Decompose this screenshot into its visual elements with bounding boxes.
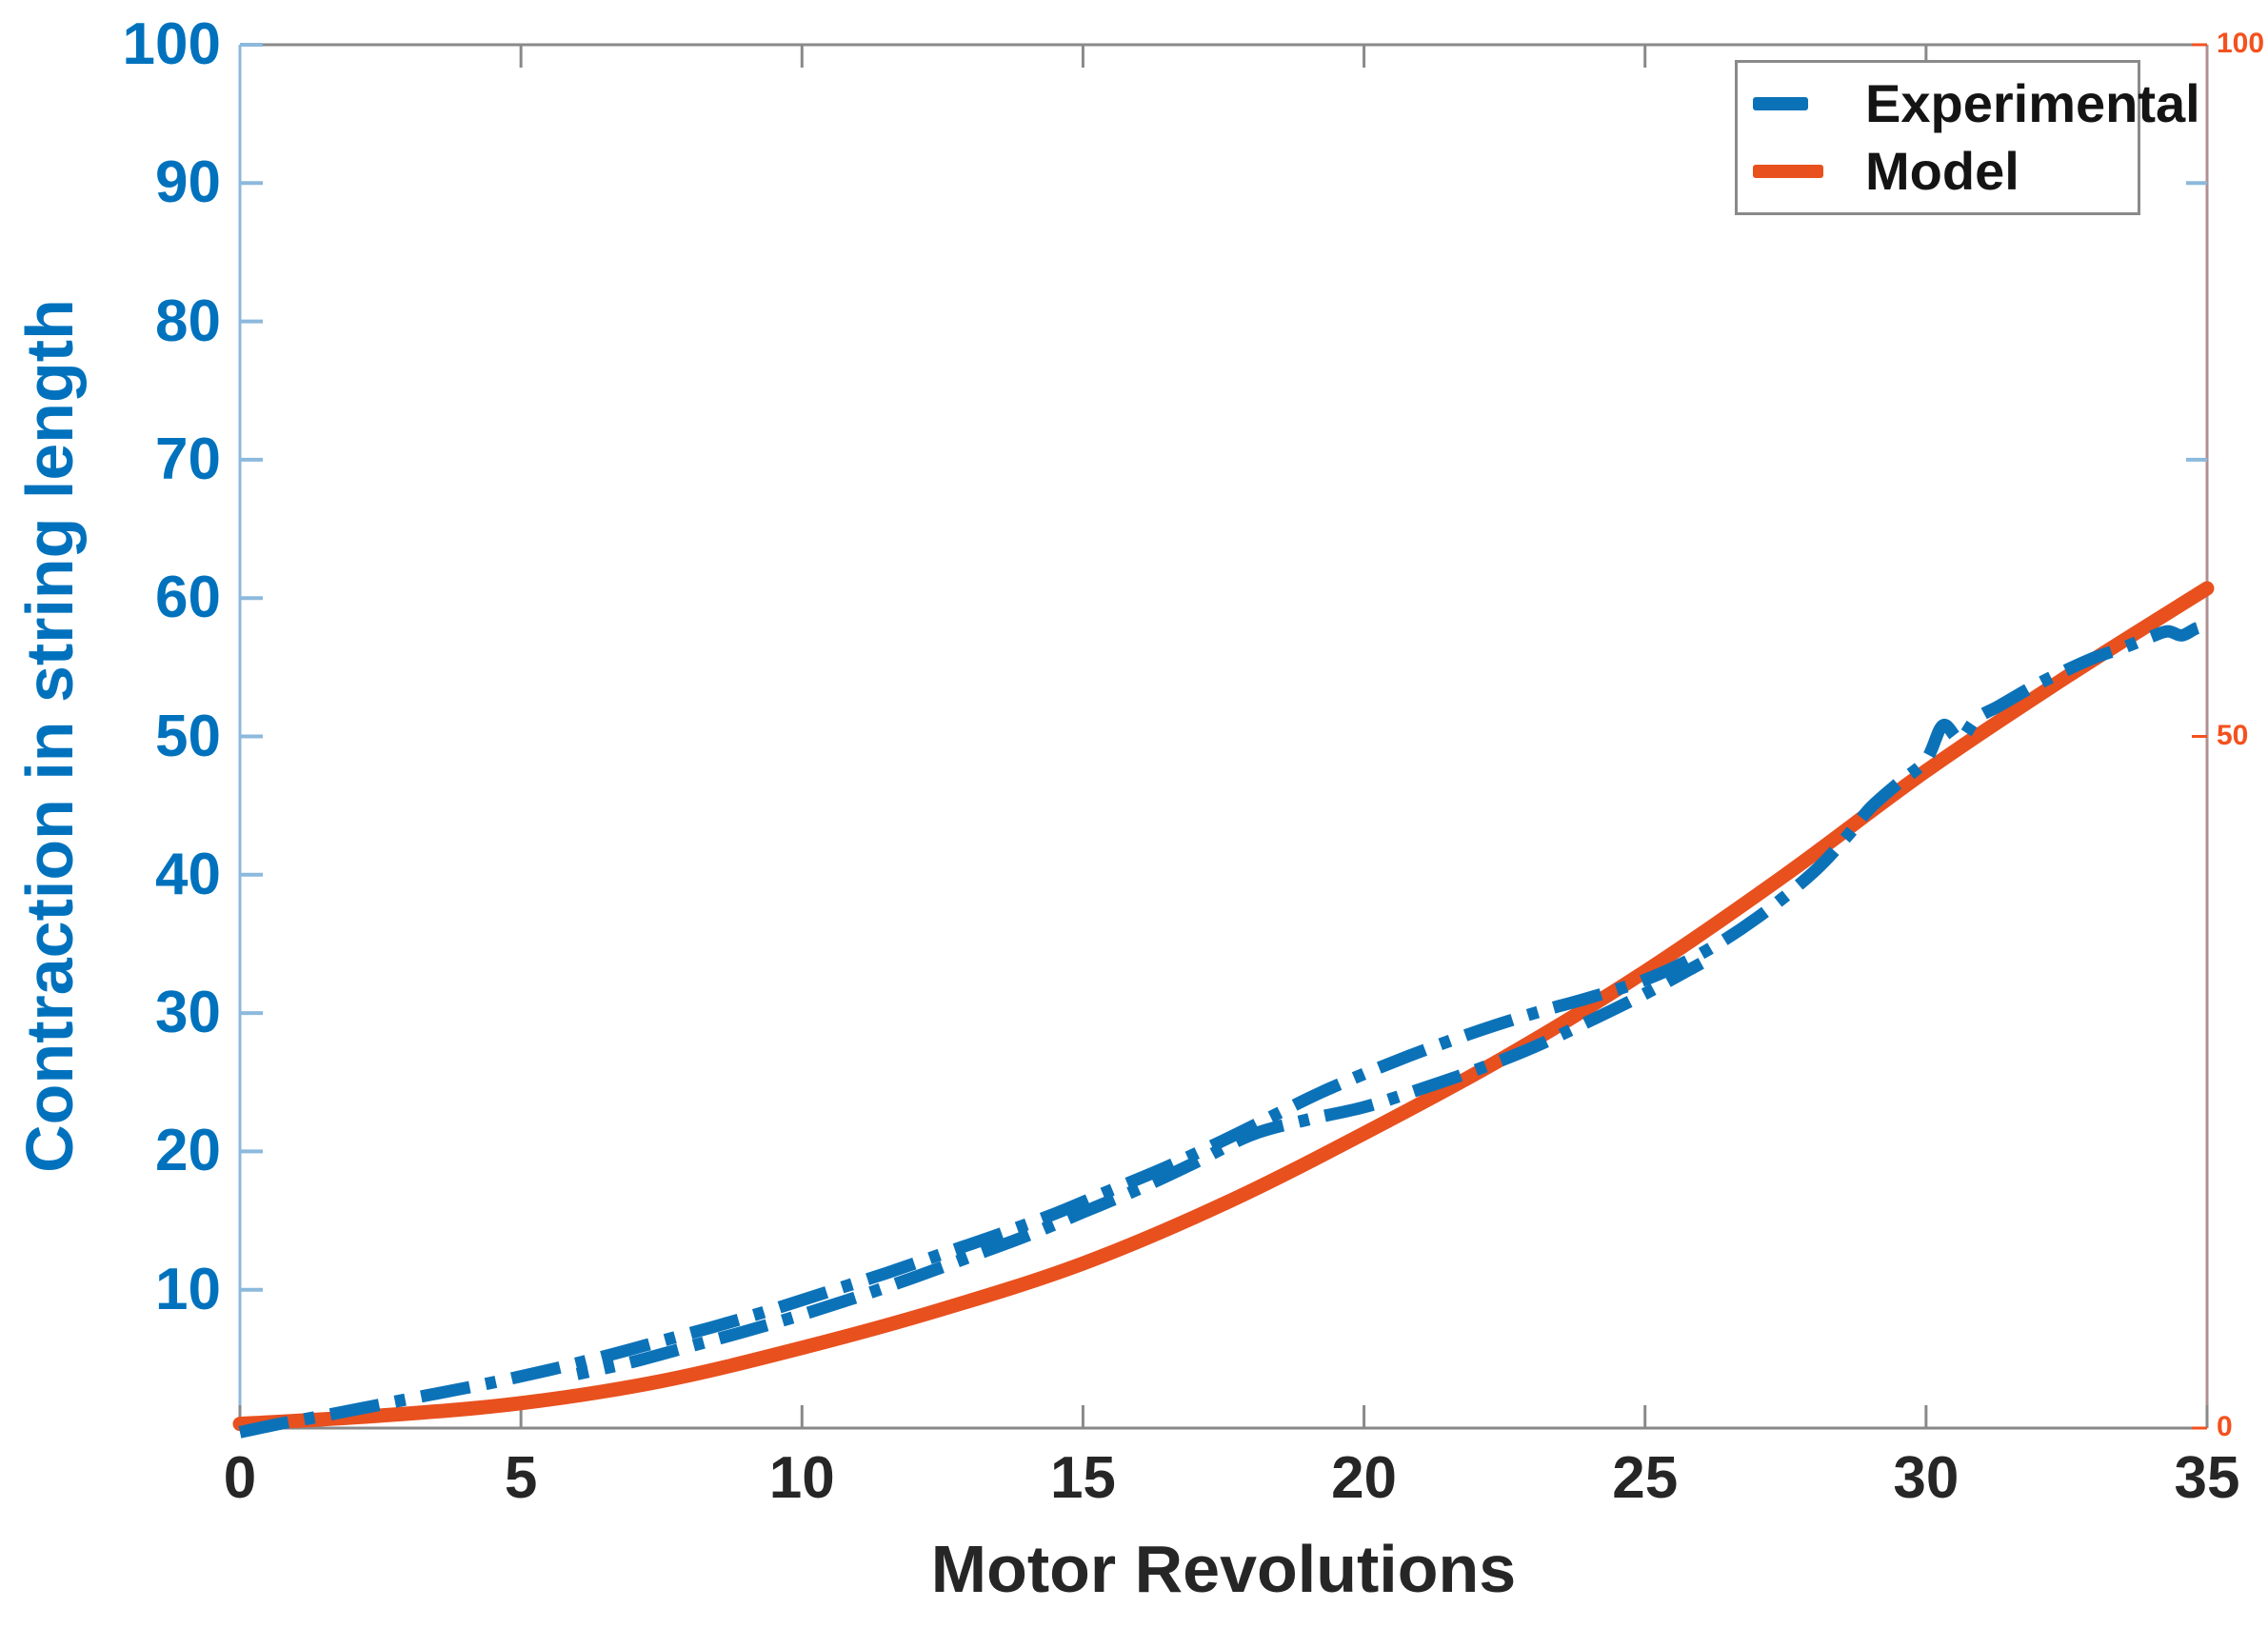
x-tick-label: 5 [504,1445,538,1511]
x-tick-label: 30 [1893,1445,1960,1511]
legend-entry-experimental: Experimental [1753,75,2200,132]
x-tick-label: 0 [223,1445,257,1511]
x-axis-label: Motor Revolutions [930,1532,1517,1606]
x-tick-label: 25 [1612,1445,1679,1511]
y-tick-label-left: 20 [155,1118,221,1184]
legend-entry-model: Model [1753,140,2138,201]
y-tick-label-left: 70 [155,426,221,492]
x-tick-label: 10 [768,1445,835,1511]
y-tick-label-left: 100 [122,11,221,77]
legend-line-sample-model [1753,164,1823,178]
model-curve [232,581,2215,1432]
y-tick-label-left: 40 [155,841,221,907]
y-tick-label-left: 10 [155,1256,221,1322]
legend-label-experimental: Experimental [1865,73,2200,134]
legend-line-sample-experimental [1753,97,1808,111]
y-tick-label-right: 50 [2217,719,2249,751]
y-tick-label-left: 90 [155,149,221,216]
legend: Experimental Model [1735,60,2200,215]
y-tick-label-right: 100 [2217,28,2265,59]
legend-label-model: Model [1865,140,2019,201]
y-tick-label-left: 50 [155,703,221,769]
y-tick-label-left: 80 [155,288,221,354]
experimental-curve-secondary [575,958,1704,1380]
x-tick-label: 20 [1331,1445,1398,1511]
y-tick-label-right: 0 [2217,1411,2233,1442]
experimental-curve [238,619,2209,1439]
y-tick-label-left: 60 [155,565,221,631]
x-tick-label: 35 [2174,1445,2240,1511]
x-tick-label: 15 [1049,1445,1116,1511]
y-tick-label-left: 30 [155,980,221,1046]
